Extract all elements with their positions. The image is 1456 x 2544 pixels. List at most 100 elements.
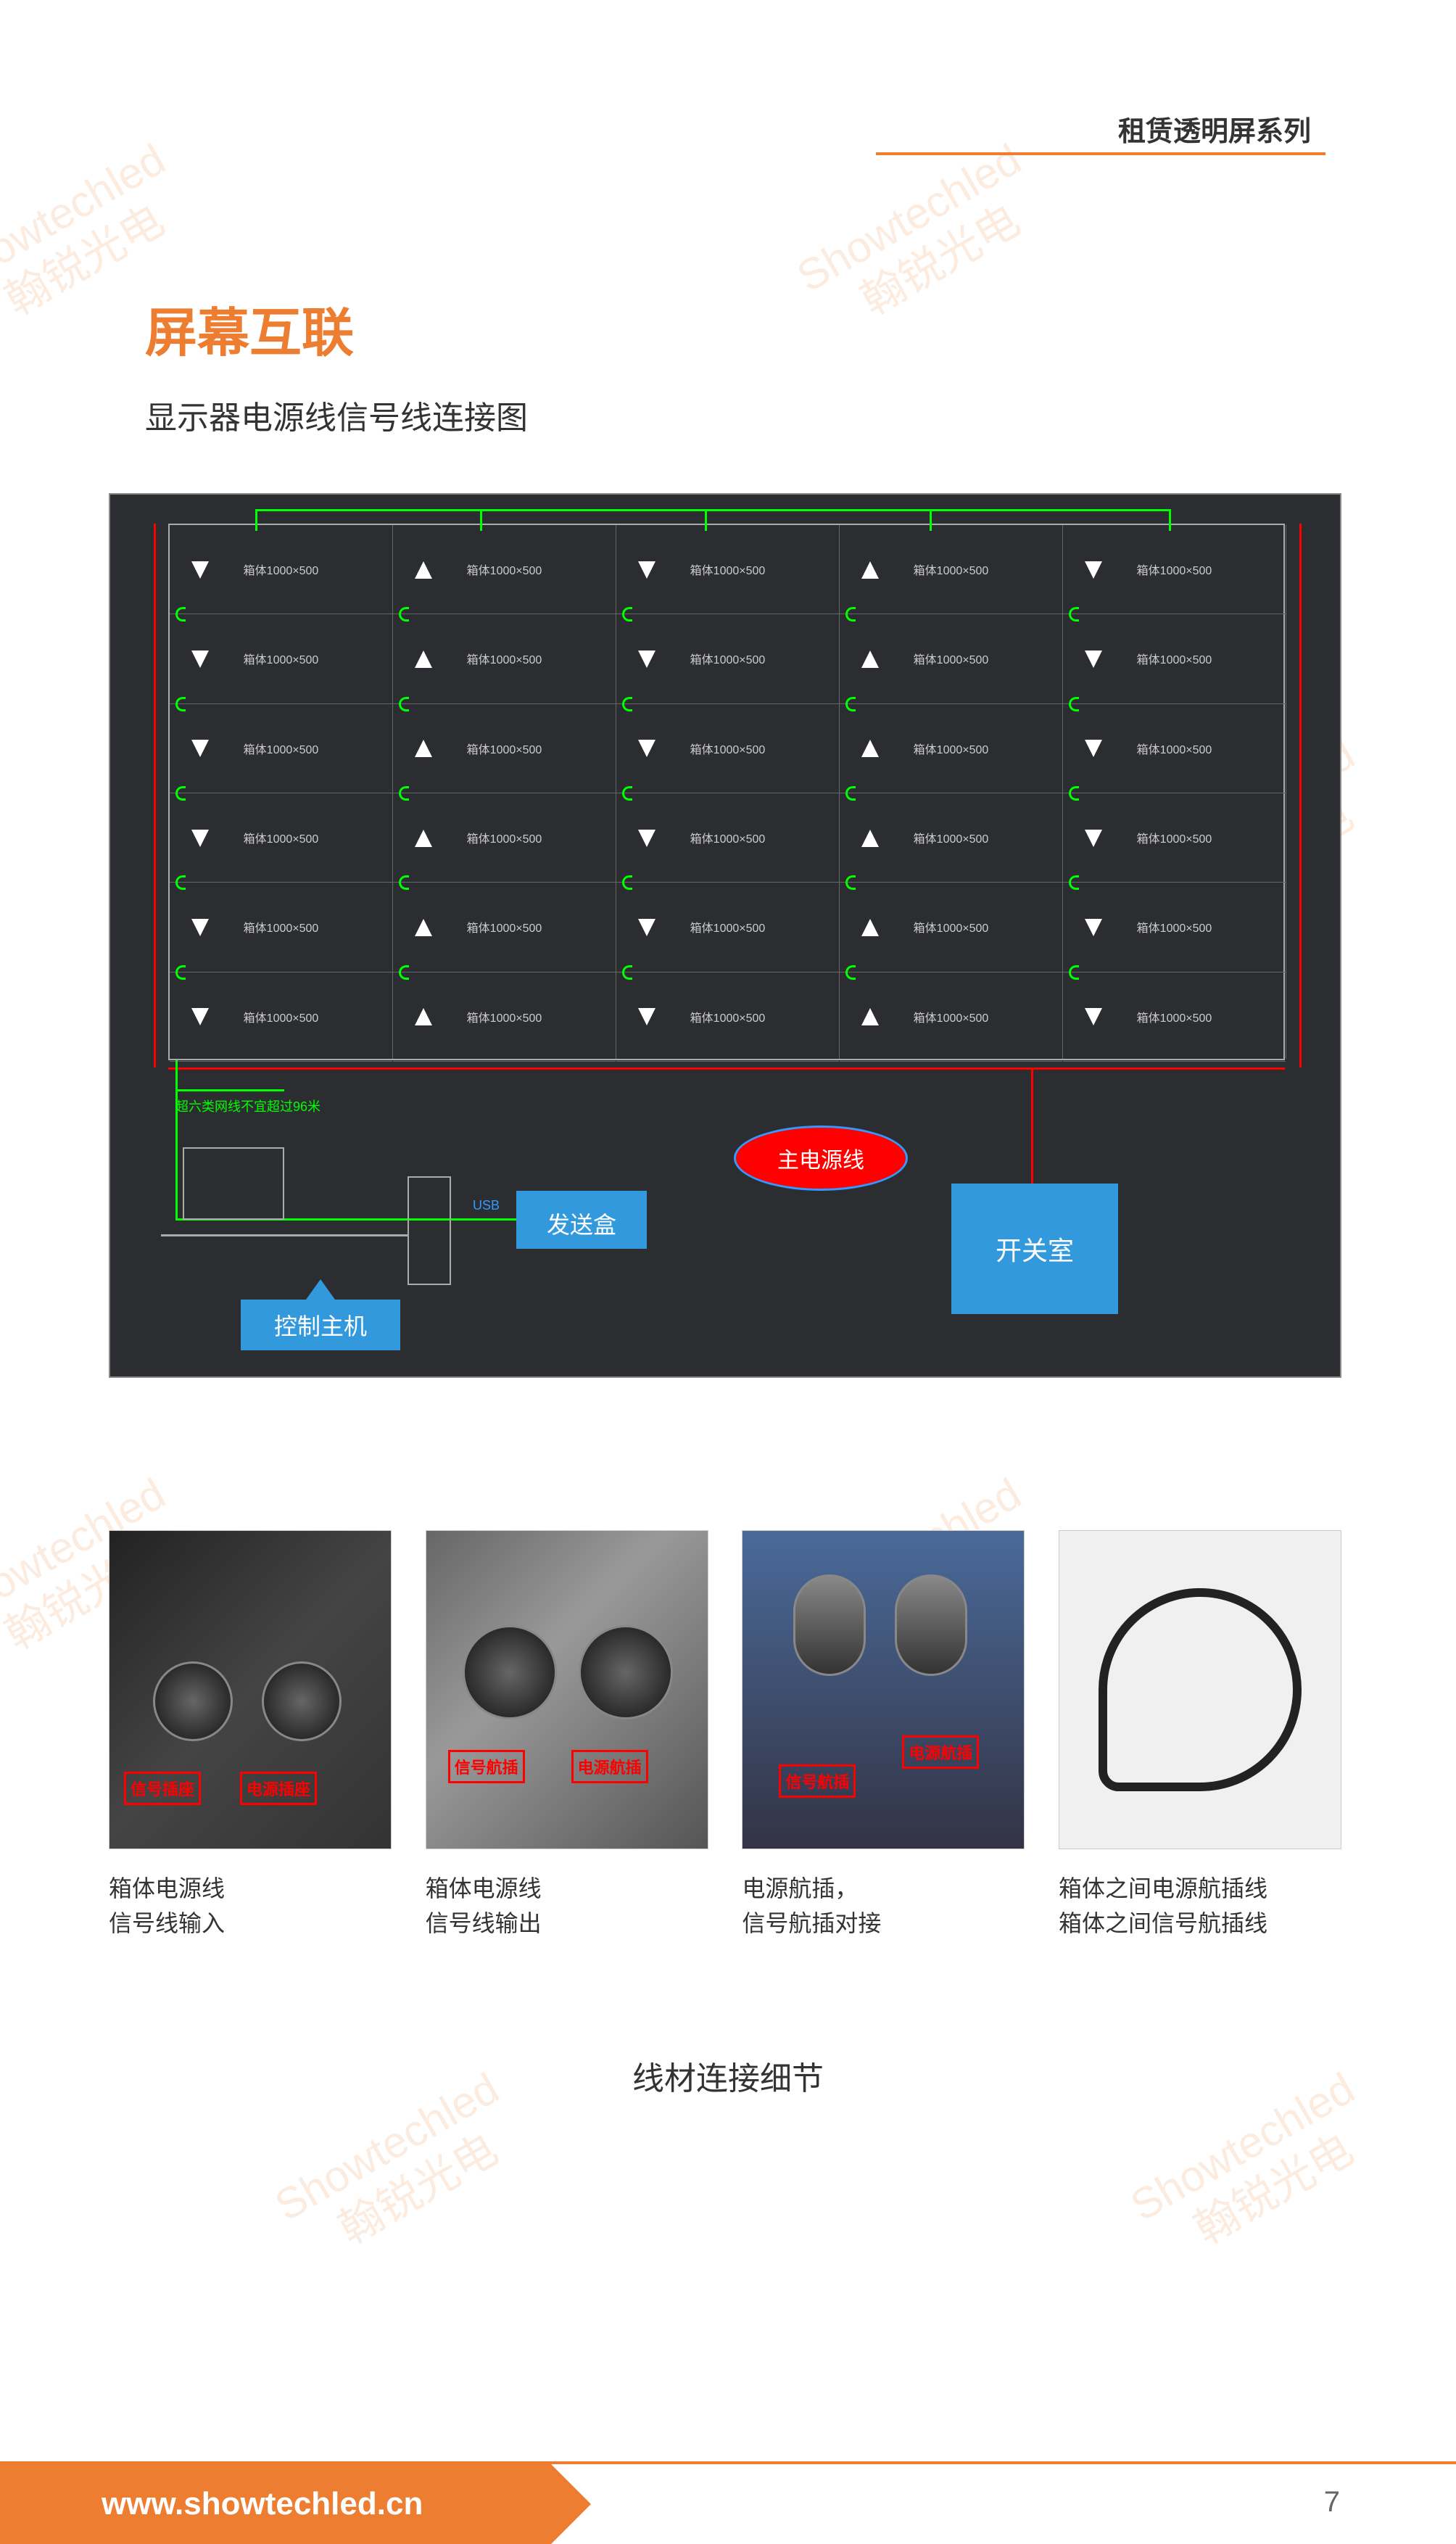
panel-cell: 箱体1000×500 [616, 883, 839, 972]
arrow-down-icon [638, 651, 655, 668]
panel-cell: 箱体1000×500 [840, 704, 1062, 793]
power-aviation-label: 电源航插 [902, 1735, 979, 1769]
panel-size-label: 箱体1000×500 [467, 561, 542, 578]
watermark: Showtechled翰锐光电 [788, 133, 1056, 348]
panel-size-label: 箱体1000×500 [914, 1008, 989, 1025]
main-power-label: 主电源线 [734, 1126, 908, 1191]
panel-size-label: 箱体1000×500 [244, 561, 319, 578]
panel-cell: 箱体1000×500 [170, 614, 392, 703]
panel-cell: 箱体1000×500 [1063, 883, 1286, 972]
arrow-up-icon [861, 1008, 879, 1025]
panel-size-label: 箱体1000×500 [244, 829, 319, 846]
panel-size-label: 箱体1000×500 [690, 561, 766, 578]
panel-cell: 箱体1000×500 [393, 793, 616, 883]
photo-item-4: 箱体之间电源航插线箱体之间信号航插线 [1059, 1530, 1341, 1951]
panel-cell: 箱体1000×500 [840, 525, 1062, 614]
arrow-up-icon [415, 1008, 432, 1025]
panel-column: 箱体1000×500 箱体1000×500 箱体1000×500 箱体1000×500… [393, 525, 616, 1059]
panel-cell: 箱体1000×500 [393, 614, 616, 703]
signal-line [255, 509, 1169, 511]
panel-cell: 箱体1000×500 [1063, 525, 1286, 614]
signal-line [255, 509, 257, 531]
arrow-down-icon [191, 830, 209, 847]
footer-url: www.showtechled.cn [102, 2486, 423, 2522]
switch-room-label: 开关室 [951, 1184, 1118, 1314]
power-line [154, 524, 156, 1067]
panel-column: 箱体1000×500 箱体1000×500 箱体1000×500 箱体1000×500… [840, 525, 1063, 1059]
panel-cell: 箱体1000×500 [616, 525, 839, 614]
control-host-label: 控制主机 [241, 1300, 400, 1350]
panel-size-label: 箱体1000×500 [1137, 829, 1212, 846]
pc-tower-outline [408, 1176, 451, 1285]
panel-size-label: 箱体1000×500 [1137, 918, 1212, 936]
arrow-up-icon [861, 740, 879, 757]
panel-cell: 箱体1000×500 [393, 883, 616, 972]
arrow-down-icon [191, 651, 209, 668]
arrow-down-icon [191, 740, 209, 757]
panel-size-label: 箱体1000×500 [914, 740, 989, 757]
panel-cell: 箱体1000×500 [170, 972, 392, 1062]
arrow-up-icon [415, 830, 432, 847]
arrow-up-icon [415, 561, 432, 579]
control-host-pointer [306, 1279, 335, 1300]
arrow-down-icon [1085, 740, 1102, 757]
panel-cell: 箱体1000×500 [616, 704, 839, 793]
panel-cell: 箱体1000×500 [1063, 704, 1286, 793]
panel-cell: 箱体1000×500 [840, 793, 1062, 883]
panel-size-label: 箱体1000×500 [914, 650, 989, 667]
header-series-label: 租赁透明屏系列 [1118, 109, 1311, 149]
photo-item-2: 信号航插 电源航插 箱体电源线信号线输出 [426, 1530, 708, 1951]
panel-cell: 箱体1000×500 [170, 704, 392, 793]
page-subtitle: 显示器电源线信号线连接图 [145, 392, 528, 438]
photo-aviation-mating: 信号航插 电源航插 [742, 1530, 1025, 1849]
panel-size-label: 箱体1000×500 [244, 740, 319, 757]
arrow-down-icon [638, 1008, 655, 1025]
panel-cell: 箱体1000×500 [1063, 614, 1286, 703]
panel-size-label: 箱体1000×500 [690, 918, 766, 936]
arrow-down-icon [638, 561, 655, 579]
arrow-down-icon [638, 740, 655, 757]
signal-line [175, 1089, 284, 1091]
arrow-down-icon [191, 919, 209, 936]
arrow-up-icon [861, 919, 879, 936]
section-caption: 线材连接细节 [0, 2052, 1456, 2099]
arrow-down-icon [638, 830, 655, 847]
panel-size-label: 箱体1000×500 [914, 918, 989, 936]
photo-caption: 箱体之间电源航插线箱体之间信号航插线 [1059, 1871, 1341, 1941]
photo-item-3: 信号航插 电源航插 电源航插，信号航插对接 [742, 1530, 1025, 1951]
arrow-down-icon [1085, 561, 1102, 579]
power-line [1031, 1067, 1033, 1184]
panel-cell: 箱体1000×500 [1063, 793, 1286, 883]
panel-size-label: 箱体1000×500 [1137, 650, 1212, 667]
desk-outline [161, 1234, 408, 1239]
panel-size-label: 箱体1000×500 [244, 1008, 319, 1025]
panel-size-label: 箱体1000×500 [467, 829, 542, 846]
panel-size-label: 箱体1000×500 [244, 918, 319, 936]
panel-size-label: 箱体1000×500 [467, 918, 542, 936]
signal-line [930, 509, 932, 531]
connection-diagram: 箱体1000×500箱体1000×500箱体1000×500箱体1000×500… [109, 493, 1341, 1378]
signal-line [1169, 509, 1171, 531]
signal-line [480, 509, 482, 531]
panel-cell: 箱体1000×500 [840, 614, 1062, 703]
signal-socket-label: 信号插座 [124, 1772, 201, 1805]
page-title: 屏幕互联 [145, 290, 354, 366]
arrow-down-icon [1085, 830, 1102, 847]
arrow-down-icon [638, 919, 655, 936]
panel-grid: 箱体1000×500箱体1000×500箱体1000×500箱体1000×500… [168, 524, 1285, 1060]
power-aviation-label: 电源航插 [571, 1750, 648, 1783]
panel-size-label: 箱体1000×500 [244, 650, 319, 667]
photo-caption: 电源航插，信号航插对接 [742, 1871, 1025, 1941]
photo-caption: 箱体电源线信号线输出 [426, 1871, 708, 1941]
panel-column: 箱体1000×500 箱体1000×500 箱体1000×500 箱体1000×500… [1063, 525, 1286, 1059]
arrow-up-icon [861, 561, 879, 579]
panel-size-label: 箱体1000×500 [1137, 740, 1212, 757]
panel-size-label: 箱体1000×500 [1137, 1008, 1212, 1025]
panel-size-label: 箱体1000×500 [914, 561, 989, 578]
panel-cell: 箱体1000×500 [616, 614, 839, 703]
usb-label: USB [473, 1198, 500, 1213]
arrow-up-icon [861, 830, 879, 847]
panel-cell: 箱体1000×500 [170, 883, 392, 972]
signal-aviation-label: 信号航插 [448, 1750, 525, 1783]
photo-caption: 箱体电源线信号线输入 [109, 1871, 392, 1941]
